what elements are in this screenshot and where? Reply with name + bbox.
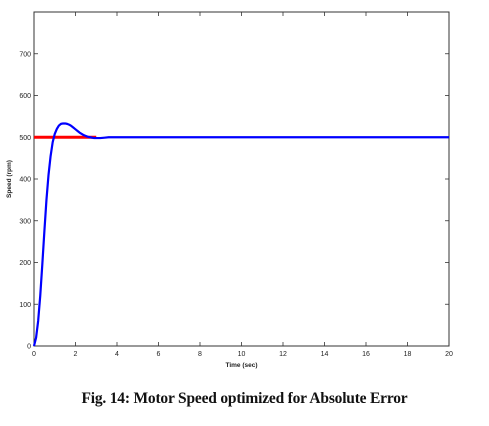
x-tick-label: 16 <box>362 351 370 358</box>
y-tick-label: 600 <box>19 93 31 100</box>
x-tick-label: 8 <box>198 351 202 358</box>
x-tick-label: 6 <box>157 351 161 358</box>
x-axis-label: Time (sec) <box>225 362 257 369</box>
x-axis-ticks: 0 2 4 6 8 10 12 14 16 18 20 <box>32 12 453 358</box>
y-axis-label: Speed (rpm) <box>6 160 13 198</box>
y-tick-label: 0 <box>27 344 31 351</box>
series-layer <box>32 122 449 347</box>
x-tick-label: 20 <box>445 351 453 358</box>
y-tick-label: 100 <box>19 302 31 309</box>
x-tick-label: 18 <box>404 351 412 358</box>
figure-caption: Fig. 14: Motor Speed optimized for Absol… <box>81 390 408 407</box>
speed-chart: 0 100 200 300 400 500 600 700 0 2 4 6 8 10 12 14 16 18 20… <box>6 11 453 369</box>
x-tick-label: 2 <box>74 351 78 358</box>
x-tick-label: 4 <box>115 351 119 358</box>
y-tick-label: 700 <box>19 51 31 58</box>
y-tick-label: 200 <box>19 260 31 267</box>
speed-response-line <box>32 122 449 347</box>
y-tick-label: 500 <box>19 135 31 142</box>
y-tick-label: 400 <box>19 177 31 184</box>
x-tick-label: 14 <box>321 351 329 358</box>
y-tick-label: 300 <box>19 218 31 225</box>
chart-figure: 0 100 200 300 400 500 600 700 0 2 4 6 8 10 12 14 16 18 20… <box>6 11 453 369</box>
x-tick-label: 10 <box>238 351 246 358</box>
x-tick-label: 0 <box>32 351 36 358</box>
x-tick-label: 12 <box>279 351 287 358</box>
plot-area <box>33 11 450 347</box>
